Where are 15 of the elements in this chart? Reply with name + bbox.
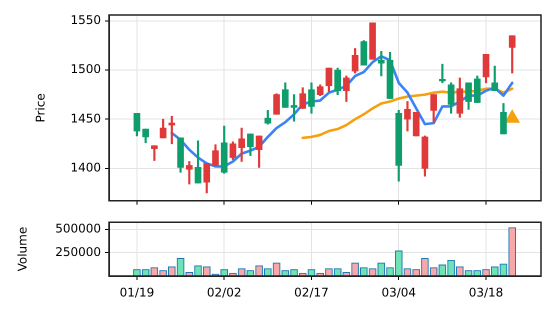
- y-axis-title: Volume: [15, 226, 30, 272]
- y-tick-label: 1550: [70, 13, 101, 28]
- x-tick-label: 03/18: [468, 285, 504, 300]
- y-tick-label: 1400: [70, 160, 101, 174]
- y-tick-label: 1500: [70, 62, 101, 76]
- candlestick: [186, 161, 193, 184]
- x-tick-label: 02/02: [206, 285, 242, 300]
- y-tick-label: 250000: [55, 244, 101, 259]
- x-tick-label: 01/19: [120, 285, 154, 300]
- y-tick-label: 500000: [55, 222, 101, 236]
- candlestick: [378, 51, 385, 76]
- y-axis-title: Price: [33, 93, 48, 123]
- y-tick-label: 1450: [70, 111, 101, 126]
- x-tick-label: 02/17: [294, 285, 329, 300]
- x-tick-label: 03/04: [381, 285, 416, 300]
